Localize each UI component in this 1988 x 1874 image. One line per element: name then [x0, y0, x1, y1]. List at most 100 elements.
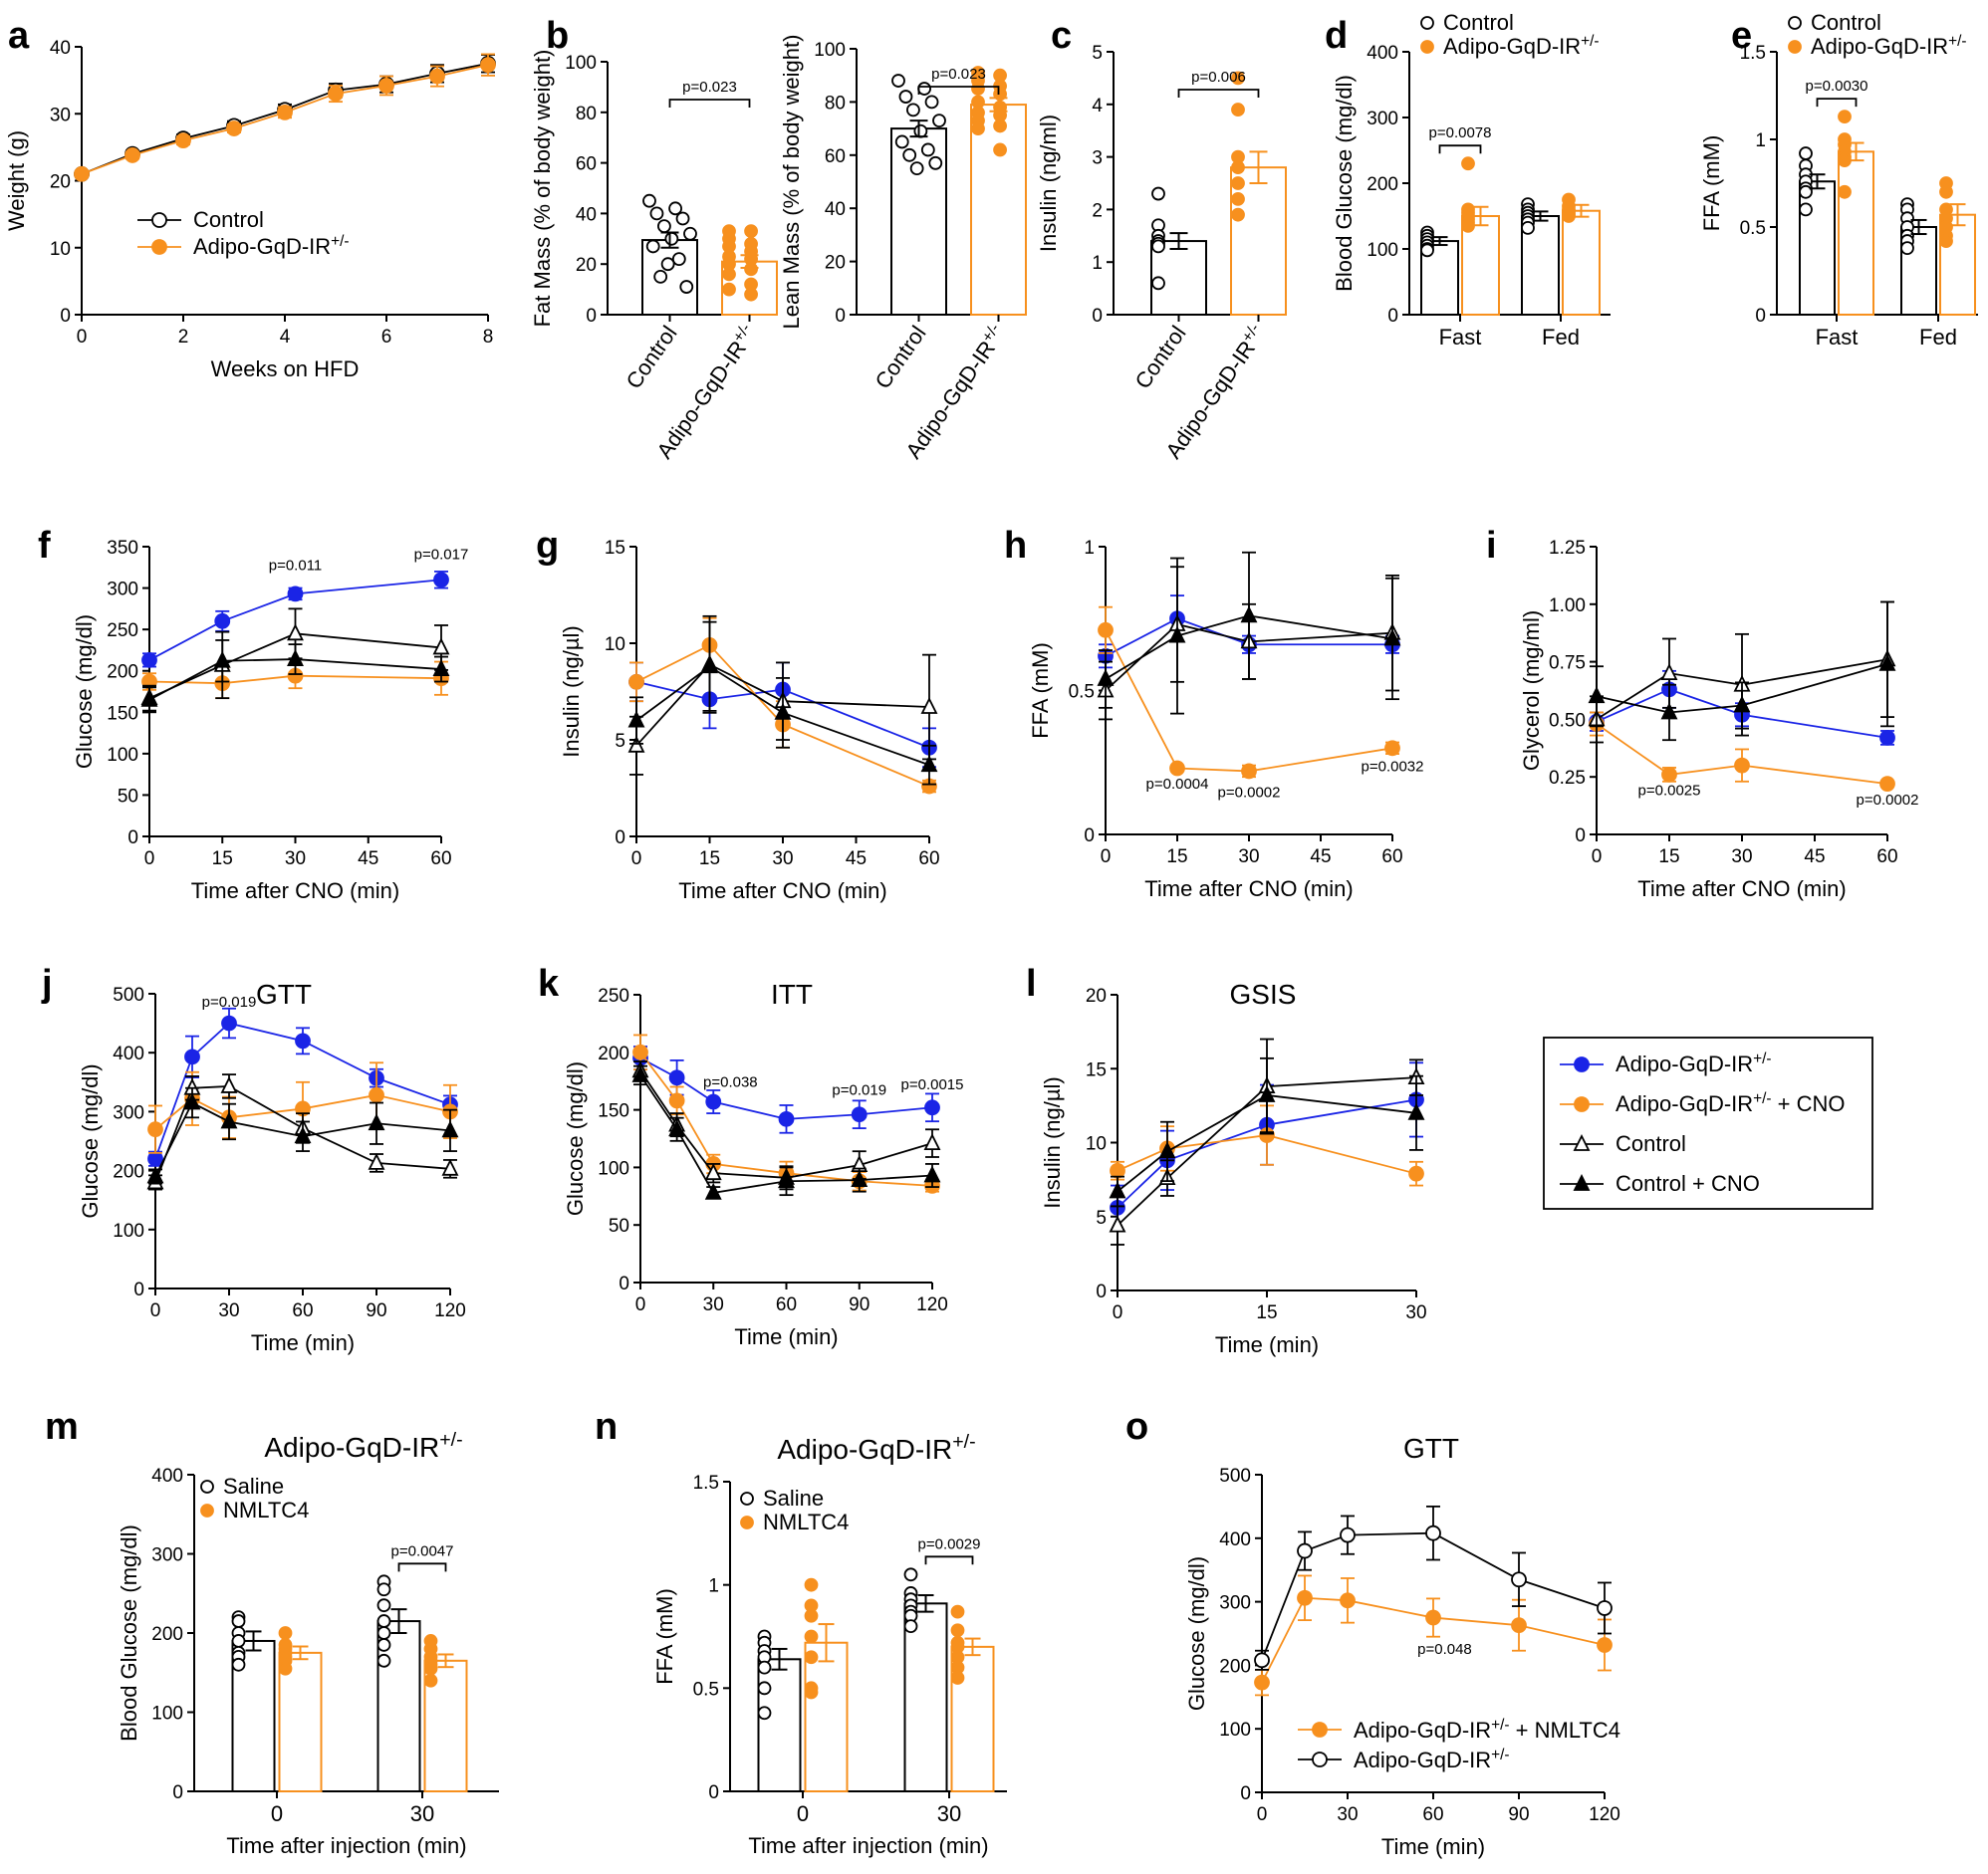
y-axis-label: Glucose (mg/dl)	[563, 1061, 588, 1216]
x-tick-label: 30	[218, 1300, 239, 1321]
x-category-label: 30	[937, 1801, 961, 1826]
y-tick-label: 150	[598, 1101, 629, 1122]
data-point	[141, 652, 157, 668]
y-tick-label: 0	[1387, 306, 1398, 327]
p-value-label: p=0.023	[682, 79, 737, 96]
data-point	[906, 103, 920, 117]
x-axis-label: Time after CNO (min)	[1637, 876, 1846, 901]
x-tick-label: 30	[772, 848, 793, 869]
y-tick-label: 10	[1086, 1134, 1107, 1155]
x-tick-label: 45	[358, 848, 378, 869]
y-tick-label: 15	[605, 538, 625, 559]
x-axis-label: Time (min)	[251, 1330, 355, 1355]
data-point	[1109, 1181, 1126, 1199]
data-point	[1231, 207, 1245, 222]
data-point	[287, 586, 304, 602]
data-point	[909, 161, 924, 176]
legend-label: Adipo-GqD-IR+/-	[1615, 1051, 1772, 1077]
data-point	[1231, 191, 1245, 206]
bar	[890, 127, 947, 316]
data-point	[1461, 156, 1475, 171]
panel-letter: e	[1731, 15, 1752, 57]
y-tick-label: 1	[708, 1576, 719, 1597]
y-tick-label: 400	[113, 1044, 144, 1064]
data-point	[903, 1619, 918, 1634]
legend-marker	[1312, 1752, 1328, 1767]
data-point	[679, 280, 694, 294]
legend-marker	[1573, 1133, 1591, 1151]
data-point	[147, 1121, 163, 1138]
data-point	[1660, 702, 1678, 720]
series-line	[154, 1022, 451, 1160]
legend-label: Adipo-GqD-IR+/-	[1354, 1747, 1510, 1773]
data-point	[1511, 1617, 1527, 1634]
significance-bracket	[1816, 98, 1858, 108]
y-axis-label: FFA (mM)	[652, 1588, 677, 1685]
y-tick-label: 5	[615, 731, 625, 752]
data-point	[722, 267, 736, 282]
legend-label: Saline	[763, 1486, 824, 1511]
y-tick-label: 1	[1755, 130, 1766, 151]
data-point	[744, 262, 758, 277]
data-point	[1231, 160, 1245, 175]
data-point	[993, 142, 1007, 157]
data-point	[1425, 1609, 1441, 1626]
data-point	[1407, 1102, 1425, 1120]
series-line	[1596, 663, 1888, 714]
panel-m: 0 100 200 300 400 Blood Glucose (mg/dl) 0 30 Tim…	[117, 1466, 499, 1858]
data-point	[668, 201, 682, 216]
y-tick-label: 0	[708, 1782, 719, 1803]
series-line	[1117, 1076, 1417, 1227]
y-tick-label: 5	[1096, 1208, 1107, 1229]
y-tick-label: 300	[113, 1102, 144, 1123]
x-tick-label: 60	[1876, 846, 1897, 867]
data-point	[376, 1598, 391, 1613]
x-axis-label: Time after CNO (min)	[191, 878, 399, 903]
data-point	[1297, 1542, 1313, 1559]
data-point	[660, 257, 675, 272]
legend-label: Control	[1443, 10, 1514, 35]
y-axis-label: Insulin (ng/µl)	[559, 625, 584, 758]
x-axis-label: Time (min)	[734, 1324, 838, 1349]
data-point	[705, 1093, 722, 1110]
data-point	[1799, 202, 1813, 217]
legend-marker	[1420, 40, 1434, 54]
series-line	[148, 632, 442, 699]
data-point	[74, 165, 90, 182]
legend-label: Adipo-GqD-IR+/- + NMLTC4	[1354, 1717, 1620, 1744]
series-Adipo-GqD-IR+/- + NMLTC4	[1254, 1574, 1613, 1697]
data-point	[278, 1661, 293, 1676]
panel-letter: g	[536, 525, 559, 567]
panel-title: Adipo-GqD-IR+/-	[777, 1431, 975, 1465]
data-point	[631, 1064, 649, 1082]
data-point	[804, 1685, 819, 1700]
x-axis-label: Weeks on HFD	[211, 356, 360, 381]
series-line	[1596, 658, 1888, 721]
y-tick-label: 1	[1092, 253, 1103, 274]
panel-k: 0 50 100 150 200 250 Glucose (mg/dl) 0 30 60 90 120…	[563, 986, 963, 1349]
y-tick-label: 80	[825, 93, 846, 114]
panel-letter: l	[1026, 963, 1037, 1005]
data-point	[1562, 209, 1576, 223]
data-point	[1109, 1215, 1126, 1233]
data-point	[376, 1653, 391, 1668]
data-point	[664, 231, 679, 246]
data-point	[1297, 1589, 1313, 1606]
data-point	[1254, 1674, 1270, 1691]
legend-label: Adipo-GqD-IR+/-	[1811, 33, 1967, 60]
y-tick-label: 300	[1219, 1593, 1251, 1614]
p-value-label: p=0.019	[202, 994, 257, 1011]
panel-letter: i	[1486, 525, 1497, 567]
data-point	[1661, 766, 1677, 783]
y-tick-label: 10	[50, 239, 71, 260]
p-value-label: p=0.048	[1417, 1641, 1472, 1658]
y-tick-label: 100	[565, 53, 597, 74]
y-tick-label: 1	[1084, 538, 1095, 559]
y-tick-label: 50	[118, 786, 138, 807]
series-Adipo-GqD-IR+/- + CNO	[1098, 605, 1400, 780]
x-tick-label: 30	[1731, 846, 1752, 867]
y-axis-label: Insulin (ng/ml)	[1036, 115, 1061, 252]
data-point	[140, 689, 158, 707]
data-point	[480, 57, 496, 74]
